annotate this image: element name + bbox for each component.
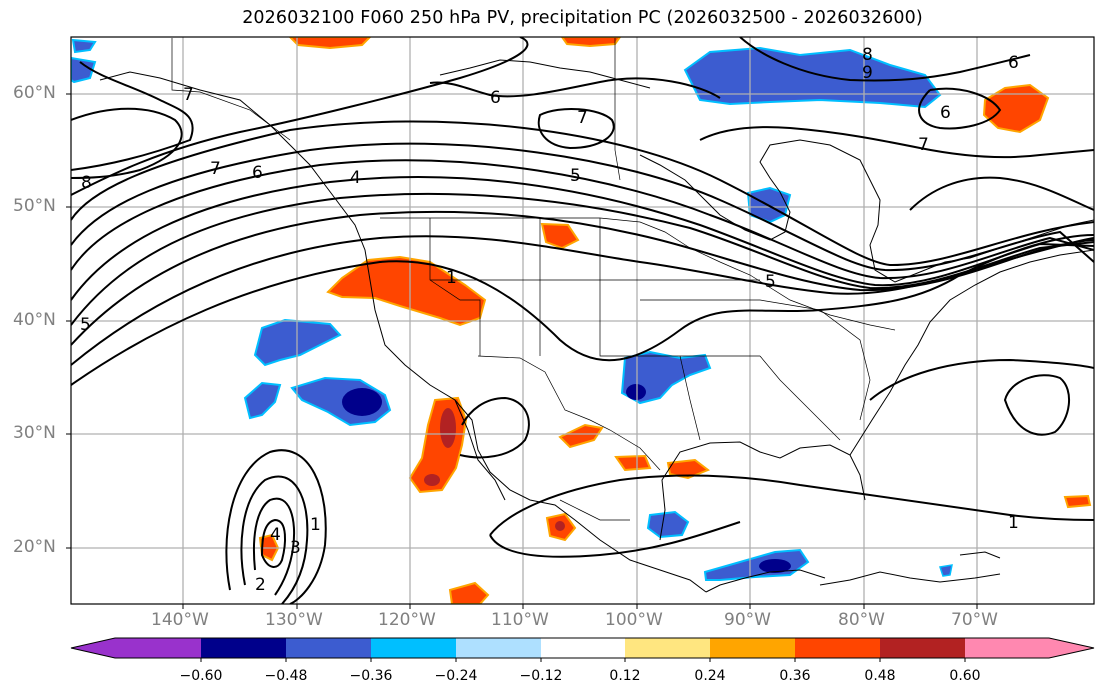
contour-label: 9 <box>862 63 873 83</box>
contour-label: 5 <box>570 166 581 186</box>
colorbar-tick-label: −0.36 <box>349 668 393 684</box>
pv-contours <box>71 37 1094 604</box>
contour-label: 4 <box>270 525 281 545</box>
lon-label: 110°W <box>491 610 549 630</box>
precip-negative-areas <box>71 38 953 581</box>
contour-label: 7 <box>183 85 194 105</box>
colorbar-tick-label: 0.12 <box>609 668 641 684</box>
lat-label: 30°N <box>13 423 56 443</box>
contour-label: 1 <box>446 268 457 288</box>
contour-label: 5 <box>765 272 776 292</box>
lat-label: 50°N <box>13 196 56 216</box>
contour-label: 6 <box>490 88 501 108</box>
precip-positive-areas <box>258 37 1092 604</box>
contour-label: 6 <box>252 163 263 183</box>
colorbar-tick-label: 0.36 <box>779 668 811 684</box>
lat-label: 40°N <box>13 310 56 330</box>
colorbar-tick-label: −0.12 <box>519 668 563 684</box>
lon-label: 90°W <box>724 610 771 630</box>
contour-label: 1 <box>310 515 321 535</box>
contour-label: 4 <box>350 168 361 188</box>
lon-label: 140°W <box>151 610 209 630</box>
contour-label: 6 <box>1008 53 1019 73</box>
colorbar-tick-label: 0.60 <box>949 668 981 684</box>
colorbar <box>70 637 1095 662</box>
lon-label: 70°W <box>951 610 998 630</box>
contour-label: 6 <box>940 103 951 123</box>
contour-labels: 8 7 6 4 5 6 7 8 9 7 6 5 6 1 5 1 3 4 2 1 … <box>80 45 1019 595</box>
contour-label: 8 <box>81 173 92 193</box>
colorbar-tick-label: −0.24 <box>434 668 478 684</box>
lat-label: 20°N <box>13 537 56 557</box>
chart-title: 2026032100 F060 250 hPa PV, precipitatio… <box>242 8 923 28</box>
lat-label: 60°N <box>13 83 56 103</box>
colorbar-low-extension <box>71 638 115 658</box>
colorbar-tick-label: −0.60 <box>179 668 223 684</box>
contour-label: 1 <box>1008 513 1019 533</box>
contour-label: 7 <box>918 135 929 155</box>
contour-label: 2 <box>255 575 266 595</box>
colorbar-tick-label: −0.48 <box>264 668 308 684</box>
contour-label: 7 <box>210 159 221 179</box>
contour-label: 7 <box>577 108 588 128</box>
contour-label: 5 <box>80 315 91 335</box>
colorbar-tick-label: 0.48 <box>864 668 896 684</box>
colorbar-high-extension <box>1049 638 1094 658</box>
lon-label: 130°W <box>265 610 323 630</box>
axis-ticks <box>66 93 978 609</box>
lon-label: 120°W <box>378 610 436 630</box>
political-borders <box>171 38 896 521</box>
lon-label: 100°W <box>605 610 663 630</box>
lon-label: 80°W <box>838 610 885 630</box>
contour-label: 8 <box>862 45 873 65</box>
contour-label: 3 <box>290 538 301 558</box>
colorbar-tick-label: 0.24 <box>694 668 726 684</box>
